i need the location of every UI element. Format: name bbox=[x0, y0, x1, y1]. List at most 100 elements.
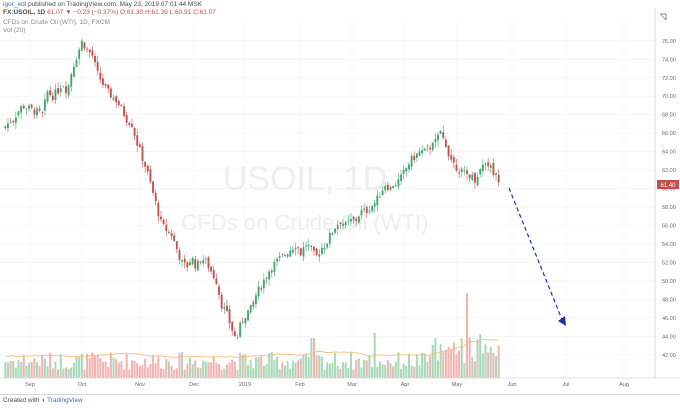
candle-body bbox=[189, 262, 191, 266]
publish-info: published on TradingView.com, May 23, 20… bbox=[27, 1, 202, 8]
candle-body bbox=[207, 257, 210, 269]
footer-brand[interactable]: TradingView bbox=[46, 397, 83, 404]
candle-body bbox=[339, 222, 342, 225]
y-tick-label: 58.00 bbox=[662, 205, 676, 211]
candle-body bbox=[418, 151, 421, 156]
volume-bar bbox=[397, 352, 400, 378]
author-link[interactable]: igor_edl bbox=[3, 1, 27, 8]
volume-bar bbox=[289, 368, 292, 378]
candle-body bbox=[107, 84, 110, 89]
volume-bar bbox=[152, 355, 155, 378]
candle-body bbox=[67, 85, 70, 96]
candle-body bbox=[431, 142, 434, 150]
candle-body bbox=[51, 95, 54, 100]
volume-bar bbox=[442, 352, 445, 378]
candle-body bbox=[278, 256, 281, 258]
volume-bar bbox=[426, 361, 429, 378]
volume-bar bbox=[94, 355, 97, 378]
volume-bar bbox=[297, 360, 300, 378]
volume-bar bbox=[223, 368, 226, 378]
x-tick-label: Feb bbox=[295, 382, 304, 388]
candle-body bbox=[299, 248, 302, 256]
candle-body bbox=[241, 321, 244, 323]
candle-body bbox=[20, 106, 23, 113]
candle-body bbox=[133, 127, 136, 136]
candle-body bbox=[75, 59, 78, 67]
volume-bar bbox=[78, 357, 81, 378]
volume-bar bbox=[91, 352, 94, 378]
volume-bar bbox=[188, 357, 192, 378]
candle-body bbox=[273, 261, 276, 272]
volume-bar bbox=[455, 354, 458, 378]
candle-body bbox=[434, 139, 437, 143]
volume-bar bbox=[239, 352, 242, 378]
projection-arrow-head bbox=[558, 316, 566, 326]
volume-bar bbox=[14, 367, 17, 378]
series-title: CFDs on Crude Oil (WTI), 1D, FXCM bbox=[3, 19, 110, 26]
candle-body bbox=[410, 155, 413, 167]
volume-bar bbox=[6, 362, 9, 378]
candle-body bbox=[162, 219, 165, 225]
candle-body bbox=[175, 241, 178, 250]
candle-body bbox=[212, 270, 215, 279]
volume-bar bbox=[64, 367, 68, 378]
volume-bar bbox=[352, 369, 355, 378]
candle-body bbox=[157, 202, 160, 217]
volume-bar bbox=[357, 358, 360, 378]
volume-bar bbox=[410, 365, 413, 378]
candle-body bbox=[444, 139, 447, 148]
volume-bar bbox=[204, 361, 207, 378]
volume-bar bbox=[54, 361, 57, 378]
volume-bar bbox=[241, 354, 244, 378]
candle-body bbox=[173, 235, 176, 242]
x-tick-label: Jul bbox=[562, 382, 569, 388]
y-axis: 76.00 74.00 72.00 70.00 68.00 66.00 64.00 62.00… bbox=[662, 39, 676, 359]
volume-bar bbox=[476, 339, 479, 378]
expand-icon[interactable] bbox=[659, 13, 667, 21]
x-tick-label: Jun bbox=[508, 382, 517, 388]
volume-bar bbox=[165, 358, 168, 378]
volume-bar bbox=[463, 363, 466, 378]
volume-bar bbox=[307, 357, 310, 378]
candle-body bbox=[450, 155, 453, 160]
candle-body bbox=[170, 233, 173, 237]
candle-body bbox=[136, 135, 139, 146]
volume-bar bbox=[146, 367, 149, 378]
projection-arrow-line bbox=[508, 187, 564, 323]
candle-body bbox=[191, 258, 194, 265]
volume-bar bbox=[479, 334, 482, 378]
volume-bar bbox=[415, 355, 418, 378]
candle-body bbox=[265, 278, 268, 279]
x-tick-label: Sep bbox=[25, 382, 35, 388]
symbol-label[interactable]: FX:USOIL, 1D bbox=[3, 9, 46, 16]
candle-body bbox=[12, 120, 15, 123]
volume-bar bbox=[175, 368, 178, 378]
volume-bar bbox=[320, 356, 323, 378]
volume-bar bbox=[365, 360, 368, 378]
candle-body bbox=[386, 184, 389, 191]
candle-body bbox=[181, 259, 184, 262]
volume-bar bbox=[123, 369, 126, 378]
volume-bar bbox=[138, 366, 141, 378]
volume-bar bbox=[468, 337, 471, 378]
volume-bar bbox=[326, 362, 329, 378]
volume-bar bbox=[378, 361, 381, 378]
volume-bar bbox=[286, 361, 289, 378]
candle-body bbox=[247, 310, 249, 321]
volume-bar bbox=[41, 354, 44, 378]
x-tick-label: Oct bbox=[78, 382, 87, 388]
candle-body bbox=[355, 219, 358, 221]
volume-bar bbox=[28, 362, 31, 378]
volume-bar bbox=[228, 362, 231, 378]
candle-body bbox=[481, 164, 484, 172]
footer-credit: Created with ◖ TradingView bbox=[3, 397, 83, 404]
volume-bar bbox=[413, 366, 416, 378]
candle-body bbox=[226, 305, 228, 312]
candle-body bbox=[65, 86, 67, 94]
y-tick-label: 52.00 bbox=[662, 260, 676, 266]
candle-body bbox=[186, 261, 189, 268]
volume-bar bbox=[281, 362, 284, 378]
candle-body bbox=[294, 247, 297, 250]
candle-body bbox=[394, 185, 397, 187]
